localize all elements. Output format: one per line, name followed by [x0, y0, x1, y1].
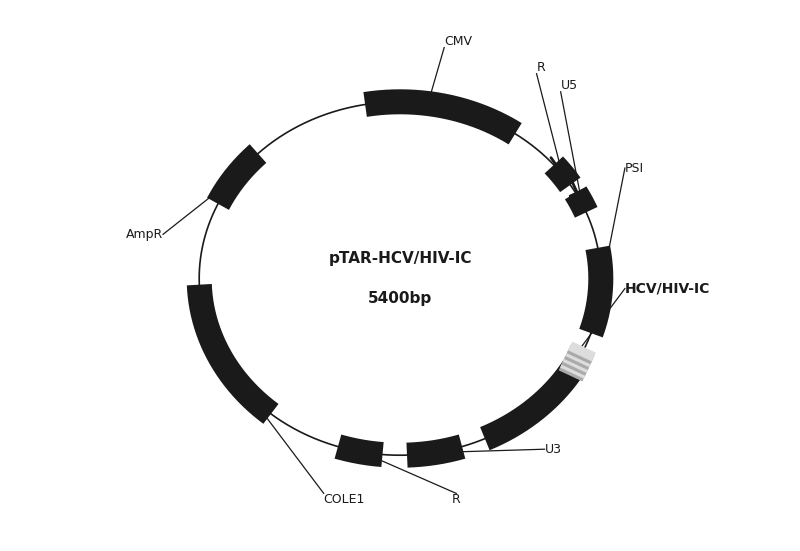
Text: AmpR: AmpR [126, 228, 163, 241]
Text: R: R [452, 493, 461, 506]
Text: PSI: PSI [625, 161, 644, 175]
Text: CMV: CMV [444, 35, 472, 47]
Text: R: R [537, 61, 546, 74]
Text: COLE1: COLE1 [324, 493, 365, 506]
Text: 5400bp: 5400bp [368, 291, 432, 306]
Text: U3: U3 [545, 442, 562, 456]
Text: pTAR-HCV/HIV-IC: pTAR-HCV/HIV-IC [328, 251, 472, 266]
Text: HCV/HIV-IC: HCV/HIV-IC [625, 282, 710, 295]
Text: U5: U5 [561, 79, 578, 92]
